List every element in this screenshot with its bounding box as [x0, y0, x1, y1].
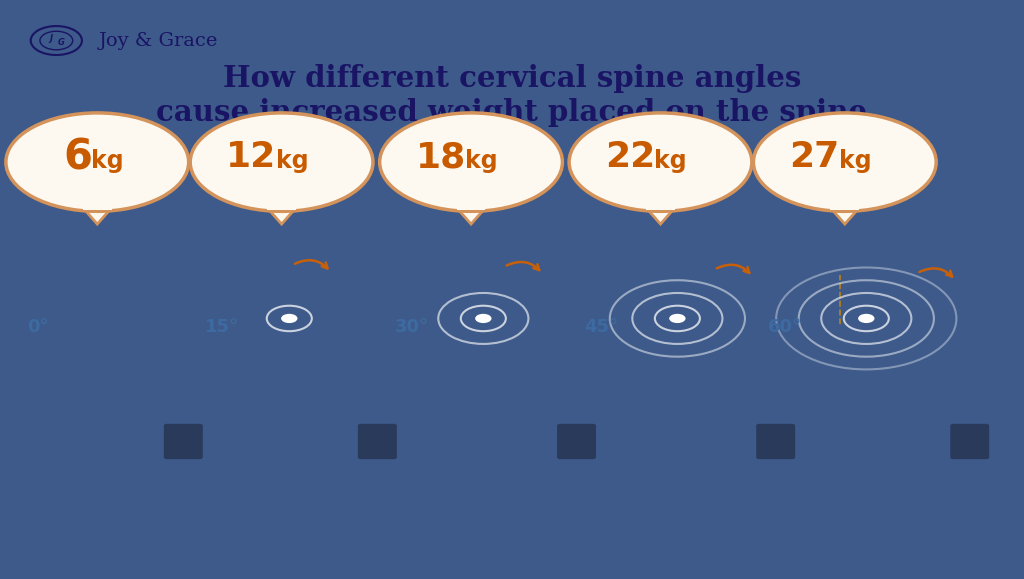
FancyBboxPatch shape	[950, 424, 989, 459]
Polygon shape	[644, 324, 716, 486]
Polygon shape	[449, 486, 467, 556]
Circle shape	[485, 273, 563, 317]
Polygon shape	[261, 324, 328, 486]
Circle shape	[858, 314, 874, 323]
Ellipse shape	[190, 113, 373, 211]
Polygon shape	[118, 486, 142, 556]
Text: 12: 12	[226, 141, 276, 174]
FancyBboxPatch shape	[557, 424, 596, 459]
Text: 27: 27	[790, 141, 840, 174]
Text: Joy & Grace: Joy & Grace	[99, 31, 218, 50]
Ellipse shape	[380, 113, 562, 211]
Polygon shape	[456, 207, 486, 224]
FancyBboxPatch shape	[358, 424, 397, 459]
Circle shape	[898, 279, 976, 323]
Polygon shape	[829, 207, 860, 224]
Text: 15°: 15°	[205, 318, 240, 336]
Polygon shape	[822, 486, 841, 556]
Polygon shape	[259, 486, 278, 556]
Text: G: G	[58, 38, 65, 47]
Circle shape	[67, 270, 144, 314]
Circle shape	[274, 271, 352, 315]
Polygon shape	[481, 310, 509, 324]
Polygon shape	[492, 486, 516, 556]
Text: kg: kg	[91, 149, 124, 173]
Polygon shape	[83, 204, 112, 210]
Circle shape	[281, 314, 298, 323]
Text: 45°: 45°	[584, 318, 618, 336]
Text: kg: kg	[275, 149, 308, 173]
Polygon shape	[828, 324, 905, 486]
Text: kg: kg	[654, 149, 687, 173]
Text: 60°: 60°	[768, 318, 803, 336]
Text: 18: 18	[416, 141, 466, 174]
Circle shape	[670, 314, 686, 323]
Circle shape	[695, 276, 773, 320]
Polygon shape	[638, 486, 656, 556]
Text: 0°: 0°	[27, 318, 49, 336]
Polygon shape	[82, 207, 113, 224]
Text: How different cervical spine angles: How different cervical spine angles	[223, 64, 801, 93]
Polygon shape	[830, 204, 859, 210]
Text: J: J	[49, 34, 53, 43]
Polygon shape	[646, 204, 675, 210]
Text: 22: 22	[605, 141, 655, 174]
Polygon shape	[287, 310, 308, 324]
Circle shape	[475, 314, 492, 323]
Polygon shape	[457, 204, 485, 210]
Ellipse shape	[6, 113, 188, 211]
Ellipse shape	[754, 113, 936, 211]
Polygon shape	[267, 204, 296, 210]
Polygon shape	[266, 207, 297, 224]
FancyBboxPatch shape	[164, 424, 203, 459]
Text: cause increased weight placed on the spine: cause increased weight placed on the spi…	[157, 98, 867, 127]
Polygon shape	[98, 310, 113, 324]
Polygon shape	[864, 310, 904, 324]
Polygon shape	[75, 486, 93, 556]
Polygon shape	[72, 324, 139, 486]
Text: kg: kg	[839, 149, 871, 173]
FancyBboxPatch shape	[756, 424, 795, 459]
Polygon shape	[681, 486, 706, 556]
Polygon shape	[645, 207, 676, 224]
Text: 30°: 30°	[394, 318, 429, 336]
Polygon shape	[455, 324, 522, 486]
Text: 6: 6	[63, 137, 92, 178]
Text: kg: kg	[465, 149, 498, 173]
Polygon shape	[865, 486, 890, 556]
Ellipse shape	[569, 113, 752, 211]
Polygon shape	[302, 486, 327, 556]
Polygon shape	[676, 310, 709, 324]
